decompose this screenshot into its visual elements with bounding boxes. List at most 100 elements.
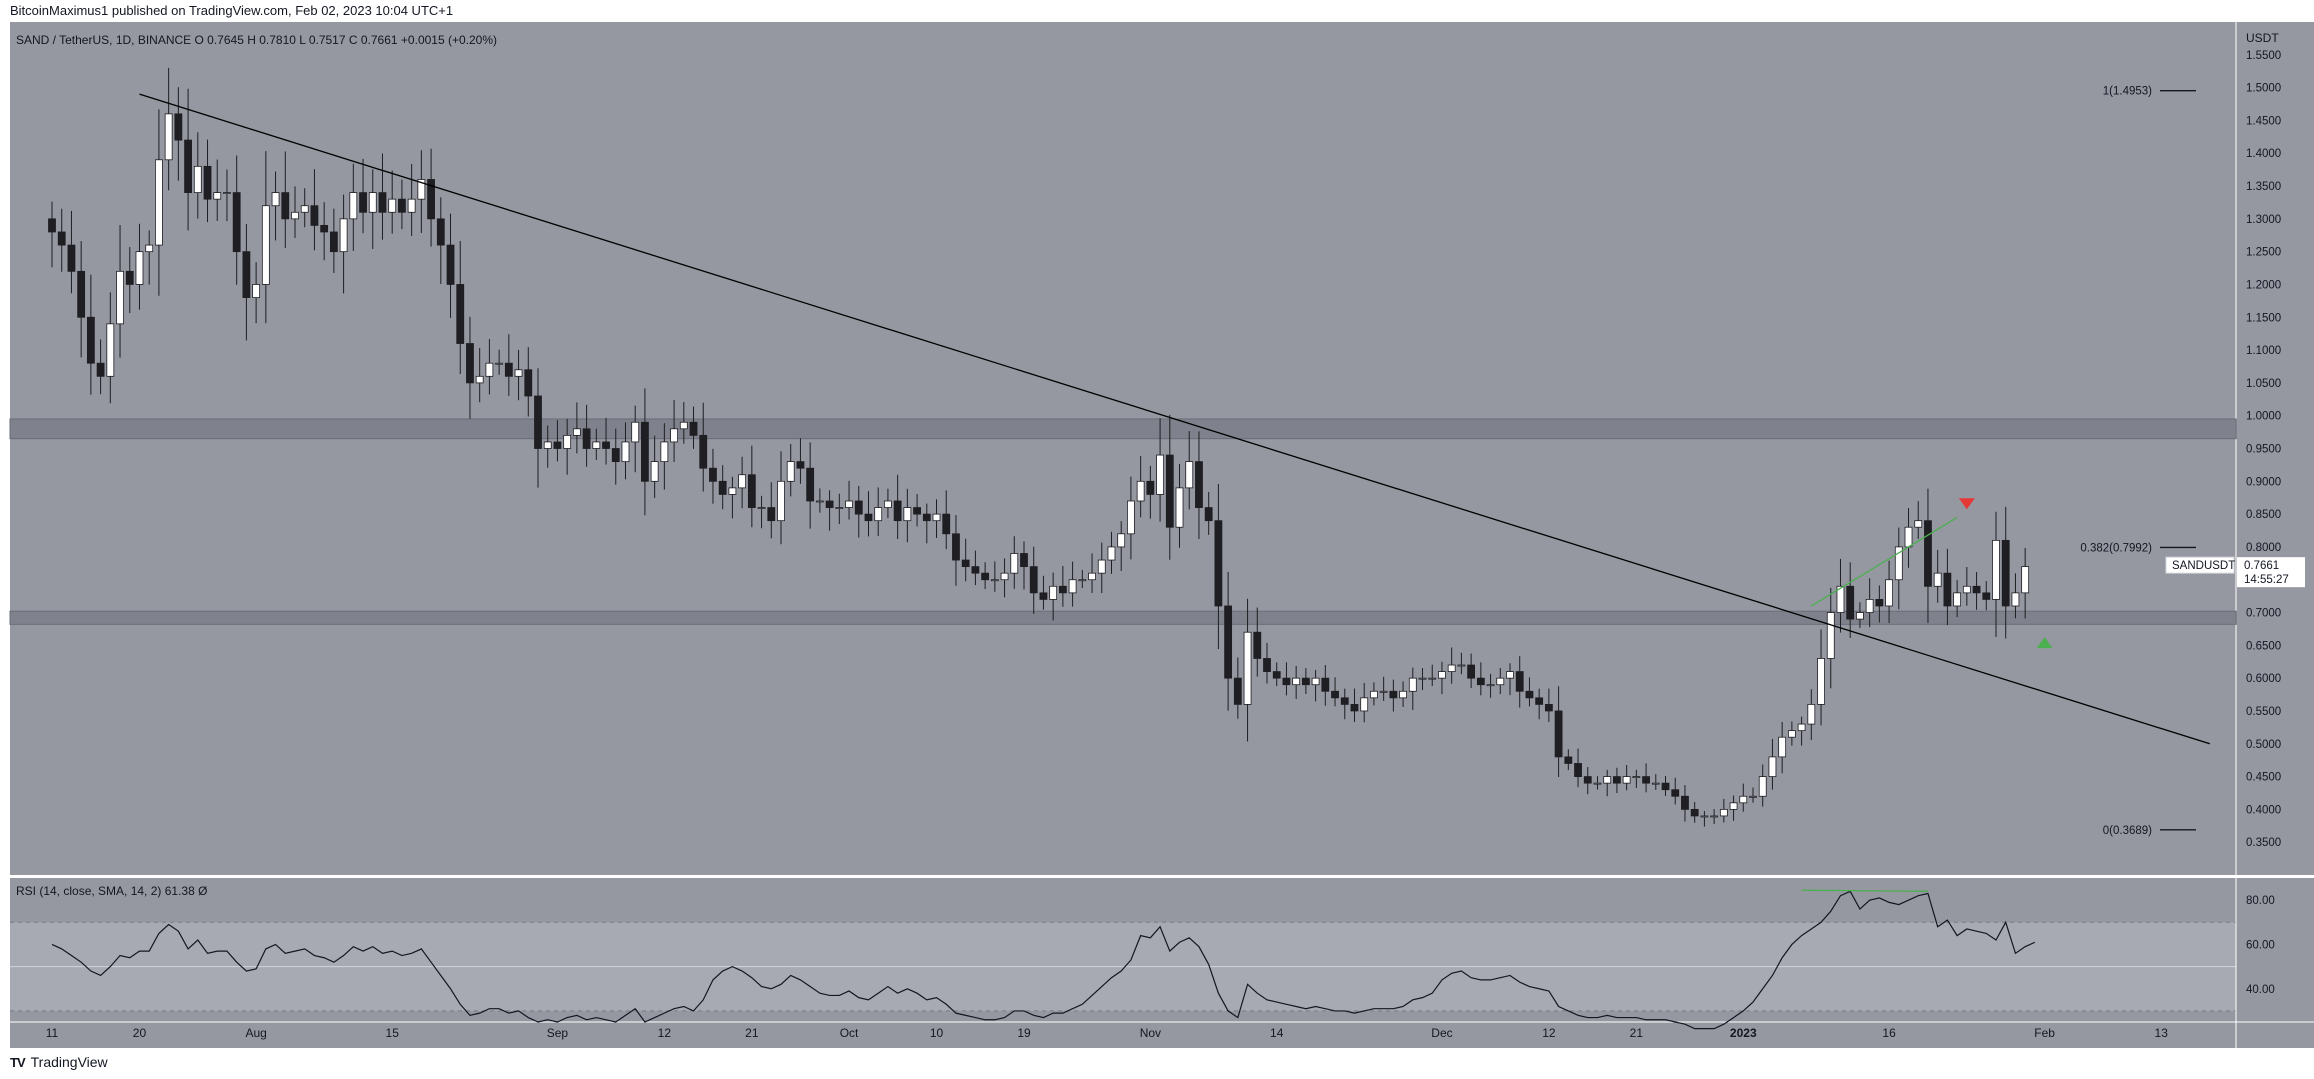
time-tick-label: 14 <box>1270 1026 1284 1040</box>
candle <box>252 262 261 324</box>
candle <box>398 179 406 230</box>
candle-body <box>1700 815 1709 818</box>
candle <box>485 339 494 395</box>
candle <box>1029 546 1038 614</box>
chart-canvas[interactable]: 1(1.4953) 0.382(0.7992) 0(0.3689) USDT 1.550… <box>0 22 2314 1050</box>
candle-body <box>106 323 115 377</box>
price-tick-label: 0.3500 <box>2246 837 2281 849</box>
candle <box>1078 569 1087 589</box>
candle-body <box>854 500 863 515</box>
candle-body <box>1574 763 1582 777</box>
candle <box>1195 431 1203 539</box>
time-tick-label: Dec <box>1431 1026 1452 1040</box>
candle <box>1622 765 1631 791</box>
candle <box>796 438 805 484</box>
candle-body <box>1778 736 1787 758</box>
candle <box>67 210 76 294</box>
candle <box>271 171 280 241</box>
candle-body <box>709 467 717 482</box>
candle-body <box>349 192 358 220</box>
candle <box>1632 769 1641 788</box>
candle <box>747 445 756 528</box>
candle <box>2021 547 2030 619</box>
candle <box>223 169 231 222</box>
time-tick-label: 19 <box>1017 1026 1031 1040</box>
candle <box>767 482 776 539</box>
candle-body <box>1836 585 1845 613</box>
candle <box>368 169 377 249</box>
candle-body <box>553 441 562 449</box>
price-pane-background <box>10 22 2236 875</box>
time-tick-label: Aug <box>245 1026 266 1040</box>
candle-body <box>329 231 338 253</box>
candle <box>1185 431 1194 510</box>
candle-body <box>164 113 173 161</box>
rsi-tick-label: 80.00 <box>2246 895 2275 907</box>
rsi-line <box>51 890 2036 1030</box>
green-up-triangle <box>2036 637 2053 649</box>
candle-body <box>1107 546 1116 561</box>
candle-body <box>1787 730 1796 738</box>
candle-body <box>1972 585 1981 594</box>
candle-body <box>57 231 66 246</box>
candle <box>932 499 941 538</box>
candle-body <box>1049 585 1058 600</box>
candle <box>125 247 134 314</box>
candle-body <box>874 507 883 522</box>
candle <box>1778 721 1787 774</box>
candle-body <box>582 428 591 449</box>
candle <box>1603 769 1612 797</box>
candle <box>1943 548 1952 626</box>
candle-body <box>893 500 902 522</box>
candle <box>1107 531 1116 574</box>
candle-body <box>485 362 494 377</box>
candle-body <box>1068 579 1077 594</box>
candle-body <box>1243 631 1252 705</box>
candle <box>1826 587 1835 689</box>
candle-body <box>96 362 105 377</box>
candle-body <box>1651 782 1660 785</box>
candle <box>1807 689 1816 741</box>
candle <box>825 490 834 531</box>
price-tick-label: 0.6000 <box>2246 673 2281 685</box>
candle <box>1068 561 1077 607</box>
candle <box>990 561 999 592</box>
candle <box>436 197 445 284</box>
candle-body <box>884 500 892 508</box>
price-tick-label: 1.2000 <box>2246 279 2281 291</box>
price-tick-label: 1.0000 <box>2246 411 2281 423</box>
candle-body <box>417 179 426 200</box>
candle <box>466 316 474 419</box>
candle <box>1992 511 2000 638</box>
candle <box>650 435 659 498</box>
time-tick-label: 15 <box>386 1026 400 1040</box>
candle <box>1593 776 1602 790</box>
candle-body <box>1642 776 1650 784</box>
legend-h-value: 0.7810 <box>259 33 299 47</box>
candle-body <box>242 251 251 298</box>
candle-body <box>1817 658 1825 705</box>
candle-body <box>1943 572 1952 607</box>
rsi-legend-label: RSI (14, close, SMA, 14, 2) <box>16 884 165 898</box>
candle <box>388 170 397 234</box>
candle-body <box>1894 546 1903 581</box>
price-tick-label: 0.9000 <box>2246 476 2281 488</box>
candle-body <box>1661 782 1670 791</box>
candle-body <box>1758 776 1767 797</box>
candle <box>213 159 222 221</box>
price-tick-label: 0.7000 <box>2246 608 2281 620</box>
candle <box>1311 669 1320 702</box>
candle <box>514 349 523 401</box>
candle <box>553 420 562 462</box>
candle-body <box>456 284 465 344</box>
legend-o-value: 0.7645 <box>207 33 247 47</box>
candle-body <box>2021 566 2030 594</box>
candle-body <box>67 244 76 272</box>
legend-c-label: C <box>349 33 361 47</box>
candle <box>621 422 630 480</box>
candle-body <box>1058 585 1067 594</box>
candle-body <box>835 507 844 509</box>
candle-body <box>427 179 435 220</box>
candle-body <box>1544 704 1553 712</box>
candle-body <box>602 441 610 449</box>
